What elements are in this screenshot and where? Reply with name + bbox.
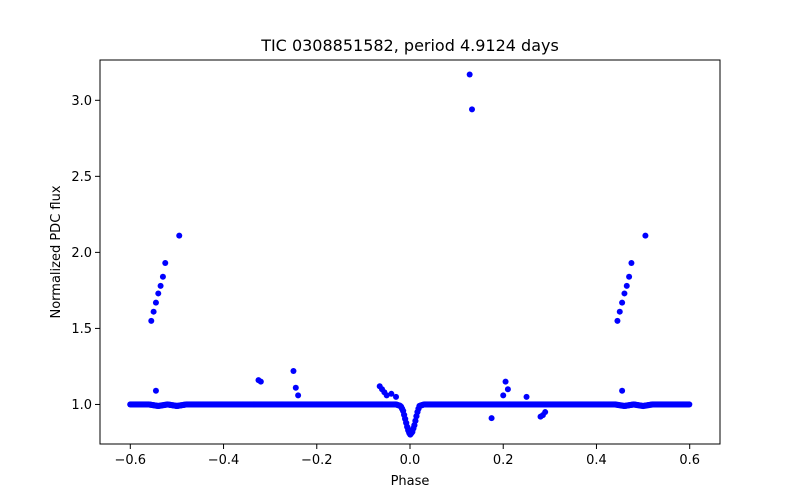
- outlier-point: [542, 409, 549, 416]
- baseline-point: [412, 417, 419, 424]
- plot-area: [127, 71, 693, 438]
- outlier-point: [388, 390, 395, 397]
- x-tick-label: 0.0: [400, 453, 421, 468]
- baseline-point: [686, 401, 693, 408]
- outlier-point: [623, 282, 630, 289]
- y-axis-label: Normalized PDC flux: [49, 185, 64, 318]
- y-axis: 1.0 1.5 2.0 2.5 3.0: [71, 94, 100, 413]
- x-tick-label: −0.2: [301, 453, 333, 468]
- outlier-point: [466, 71, 473, 78]
- outlier-point: [621, 290, 628, 297]
- outlier-point: [383, 392, 390, 399]
- outlier-point: [488, 415, 495, 422]
- outlier-point: [642, 232, 649, 239]
- y-tick-label: 2.5: [71, 170, 92, 185]
- outlier-point: [295, 392, 302, 399]
- outlier-point: [150, 308, 157, 315]
- y-tick-label: 3.0: [71, 94, 92, 109]
- outlier-point: [159, 273, 166, 280]
- x-tick-label: −0.6: [115, 453, 147, 468]
- x-tick-label: −0.4: [208, 453, 240, 468]
- y-tick-label: 1.0: [71, 398, 92, 413]
- outlier-point: [619, 299, 626, 306]
- outlier-point: [619, 387, 626, 394]
- chart-title: TIC 0308851582, period 4.9124 days: [260, 36, 559, 55]
- outlier-point: [257, 378, 264, 385]
- outlier-point: [155, 290, 162, 297]
- x-tick-label: 0.6: [679, 453, 700, 468]
- outlier-point: [523, 393, 530, 400]
- outlier-point: [152, 387, 159, 394]
- x-tick-label: 0.4: [586, 453, 607, 468]
- outlier-point: [290, 368, 297, 374]
- outlier-point: [614, 317, 621, 324]
- outlier-point: [176, 232, 183, 239]
- outlier-point: [393, 393, 400, 400]
- y-tick-label: 1.5: [71, 322, 92, 337]
- outlier-point: [157, 282, 164, 289]
- axes-frame: [99, 59, 721, 445]
- x-tick-label: 0.2: [493, 453, 514, 468]
- outlier-point: [162, 260, 169, 267]
- y-tick-label: 2.0: [71, 246, 92, 261]
- outlier-point: [469, 106, 475, 113]
- outlier-point: [148, 317, 155, 324]
- outlier-point: [292, 384, 299, 391]
- x-axis: −0.6 −0.4 −0.2 0.0 0.2 0.4 0.6: [115, 444, 700, 468]
- outlier-point: [504, 386, 511, 393]
- x-axis-label: Phase: [391, 474, 430, 489]
- outlier-point: [626, 273, 633, 280]
- outlier-point: [500, 392, 507, 399]
- outlier-point: [502, 378, 509, 385]
- outlier-point: [152, 299, 159, 306]
- outlier-point: [628, 260, 635, 267]
- outlier-point: [616, 308, 623, 315]
